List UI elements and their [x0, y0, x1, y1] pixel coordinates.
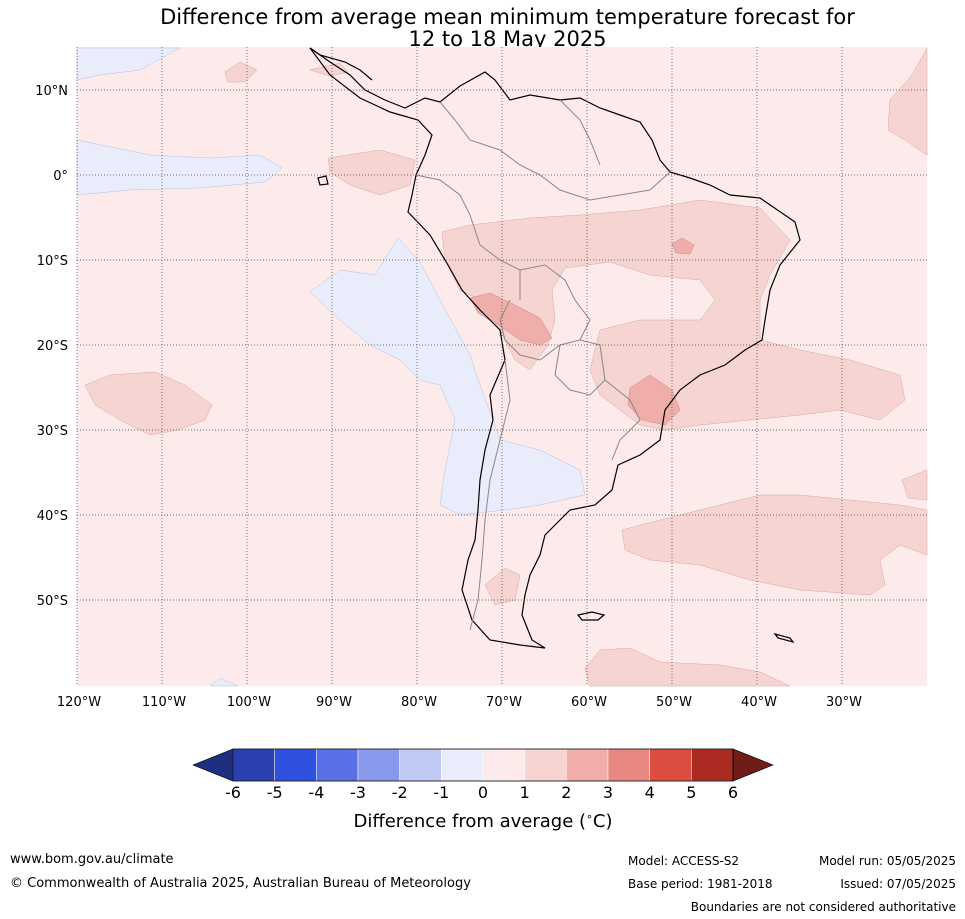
lon-label: 40°W — [741, 695, 777, 710]
lon-label: 50°W — [656, 695, 692, 710]
anomaly-region-warm-pacific-south — [84, 371, 213, 436]
lon-label: 70°W — [486, 695, 522, 710]
footer-copyright: © Commonwealth of Australia 2025, Austra… — [10, 876, 471, 891]
colorbar-segment — [482, 748, 525, 782]
lon-label: 80°W — [401, 695, 437, 710]
colorbar-tick-label: -6 — [225, 783, 241, 802]
coastline-south-georgia — [773, 632, 795, 644]
anomaly-region-warm-pacific-islet — [224, 61, 258, 83]
colorbar-segment — [274, 748, 317, 782]
footer-base-period: Base period: 1981-2018 — [628, 877, 773, 891]
colorbar-segment — [607, 748, 650, 782]
latitude-labels: 10°N 0° 10°S 20°S 30°S 40°S 50°S — [35, 84, 68, 609]
coastlines — [309, 47, 801, 649]
colorbar-segment — [441, 748, 484, 782]
map-title-line-2: 12 to 18 May 2025 — [408, 27, 607, 51]
lat-label: 30°S — [37, 424, 68, 439]
colorbar-segment — [691, 748, 734, 782]
colorbar-segment — [566, 748, 609, 782]
colorbar-extend-low — [192, 748, 234, 782]
colorbar-extend-high — [732, 748, 774, 782]
colorbar-tick-label: -3 — [350, 783, 366, 802]
lat-label: 50°S — [37, 594, 68, 609]
colorbar-tick-label: 6 — [728, 783, 738, 802]
coastline-falklands — [576, 611, 606, 621]
footer-model-run: Model run: 05/05/2025 — [818, 854, 956, 868]
border-venezuela-guyana — [559, 99, 601, 166]
border-paraguay — [554, 339, 606, 396]
anomaly-region-warm-atlantic-south — [621, 494, 928, 596]
graticule — [76, 47, 927, 686]
anomaly-region-strong-warm-brazil-south — [627, 374, 681, 426]
lon-label: 30°W — [826, 695, 862, 710]
colorbar-tick-label: 5 — [686, 783, 696, 802]
colorbar-segment — [232, 748, 275, 782]
lon-label: 60°W — [571, 695, 607, 710]
anomaly-region-cool-sw-corner — [209, 677, 239, 687]
lon-label: 90°W — [316, 695, 352, 710]
lat-label: 10°S — [37, 254, 68, 269]
coastline-galapagos — [317, 175, 329, 186]
colorbar-tick-label: 2 — [561, 783, 571, 802]
anomaly-region-cool-pacific-south — [309, 237, 586, 516]
lat-label: 40°S — [37, 509, 68, 524]
anomaly-region-strong-warm-bolivia — [469, 292, 553, 346]
anomaly-region-warm-patagonia — [484, 567, 521, 606]
footer-disclaimer: Boundaries are not considered authoritat… — [690, 900, 956, 914]
border-brazil-north — [539, 171, 671, 201]
border-bolivia — [499, 264, 591, 361]
lat-label: 10°N — [35, 84, 68, 99]
lon-label: 110°W — [142, 695, 186, 710]
coastline-south-america — [309, 47, 801, 649]
anomaly-region-warm-caribbean — [309, 62, 349, 77]
country-borders — [415, 99, 671, 631]
anomaly-region-cool-equatorial — [76, 139, 283, 196]
anomaly-region-warm-atlantic-east — [901, 469, 928, 501]
border-colombia-venezuela — [439, 101, 541, 176]
colorbar-tick-label: 3 — [603, 783, 613, 802]
footer-website: www.bom.gov.au/climate — [10, 852, 174, 867]
colorbar-tick-label: 0 — [478, 783, 488, 802]
colorbar-tick-label: 4 — [645, 783, 655, 802]
lat-label: 20°S — [37, 339, 68, 354]
colorbar-segment — [524, 748, 567, 782]
colorbar-segment — [649, 748, 692, 782]
footer-model: Model: ACCESS-S2 — [628, 854, 740, 868]
colorbar-outline — [232, 748, 734, 782]
colorbar-tick-label: -4 — [308, 783, 324, 802]
colorbar-tick-label: -5 — [267, 783, 283, 802]
anomaly-region-strong-warm-brazil-north — [671, 237, 695, 255]
border-ecuador-peru — [415, 174, 471, 216]
colorbar-segment — [357, 748, 400, 782]
border-chile-argentina — [469, 359, 511, 631]
colorbar-tick-label: -1 — [433, 783, 449, 802]
colorbar-segment — [399, 748, 442, 782]
colorbar-tick-label: 1 — [520, 783, 530, 802]
map-title-line-1: Difference from average mean minimum tem… — [160, 5, 855, 29]
anomaly-region-warm-panama — [327, 149, 416, 196]
anomaly-region-warm-atlantic-ne — [887, 47, 928, 156]
border-argentina-brazil — [604, 379, 641, 461]
coastline-central-america — [309, 47, 373, 81]
map-panel: 10°N 0° 10°S 20°S 30°S 40°S 50°S 120°W 1… — [35, 47, 928, 710]
longitude-labels: 120°W 110°W 100°W 90°W 80°W 70°W 60°W 50… — [57, 695, 862, 710]
lon-label: 100°W — [227, 695, 271, 710]
lon-label: 120°W — [57, 695, 101, 710]
footer-issued: Issued: 07/05/2025 — [840, 877, 956, 891]
colorbar-segment — [316, 748, 359, 782]
anomaly-region-warm-south-atlantic-low — [584, 647, 791, 687]
lat-label: 0° — [53, 169, 68, 184]
colorbar: -6 -5 -4 -3 -2 -1 0 1 2 3 4 5 6 — [192, 748, 774, 802]
colorbar-tick-label: -2 — [392, 783, 408, 802]
colorbar-label: Difference from average (∘C) — [353, 810, 613, 832]
